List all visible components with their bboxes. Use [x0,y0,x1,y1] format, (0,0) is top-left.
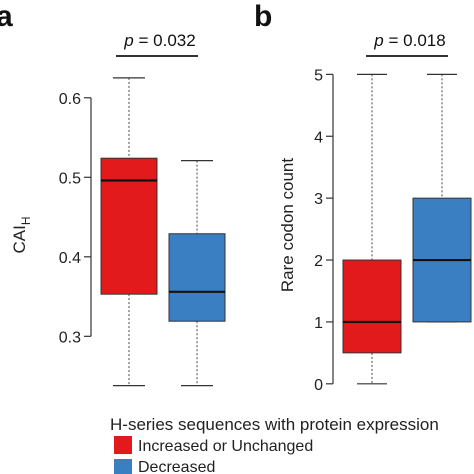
panel-a-y-tick-label: 0.4 [59,250,81,267]
legend-label-increased: Increased or Unchanged [138,438,313,455]
legend-label-decreased: Decreased [138,459,215,474]
panel-a: a CAIH 0.3 0.4 0.5 0.6 p = 0.032 [0,0,226,387]
panel-b-p-value-text: = 0.018 [384,31,446,50]
panel-a-ylabel-sub: H [19,216,33,225]
panel-b-y-tick-label: 0 [314,377,323,394]
panel-a-y-tick-label: 0.6 [59,91,81,108]
legend: H-series sequences with protein expressi… [110,415,439,474]
panel-b-y-tick-label: 1 [314,315,323,332]
panel-b-letter: b [254,0,272,33]
panel-a-p-symbol: p [123,31,133,50]
panel-b-y-tick-label: 2 [314,253,323,270]
panel-a-ylabel: CAIH [10,216,33,253]
panel-a-y-tick-label: 0.5 [59,170,81,187]
panel-b-y-tick-label: 5 [314,67,323,84]
panel-a-y-tick-label: 0.3 [59,329,81,346]
panel-b-pvalue: p = 0.018 [373,31,445,50]
panel-b: b Rare codon count 0 1 2 3 4 5 p = 0.018 [254,0,472,394]
panel-a-pvalue: p = 0.032 [123,31,195,50]
panel-b-y-tick-label: 3 [314,191,323,208]
panel-a-plot-area: 0.3 0.4 0.5 0.6 [59,77,226,387]
panel-b-y-tick-label: 4 [314,129,323,146]
panel-a-box [100,157,158,295]
panel-a-ylabel-main: CAI [10,225,29,253]
legend-title: H-series sequences with protein expressi… [110,415,439,434]
panel-b-p-symbol: p [373,31,383,50]
panel-b-box [342,259,402,354]
panel-a-letter: a [0,0,13,33]
panel-a-box [168,233,226,322]
legend-swatch-increased [114,436,132,454]
legend-swatch-decreased [114,459,132,474]
panel-a-p-value-text: = 0.032 [134,31,196,50]
panel-b-ylabel: Rare codon count [278,158,297,292]
panel-b-plot-area: 0 1 2 3 4 5 [314,67,472,394]
